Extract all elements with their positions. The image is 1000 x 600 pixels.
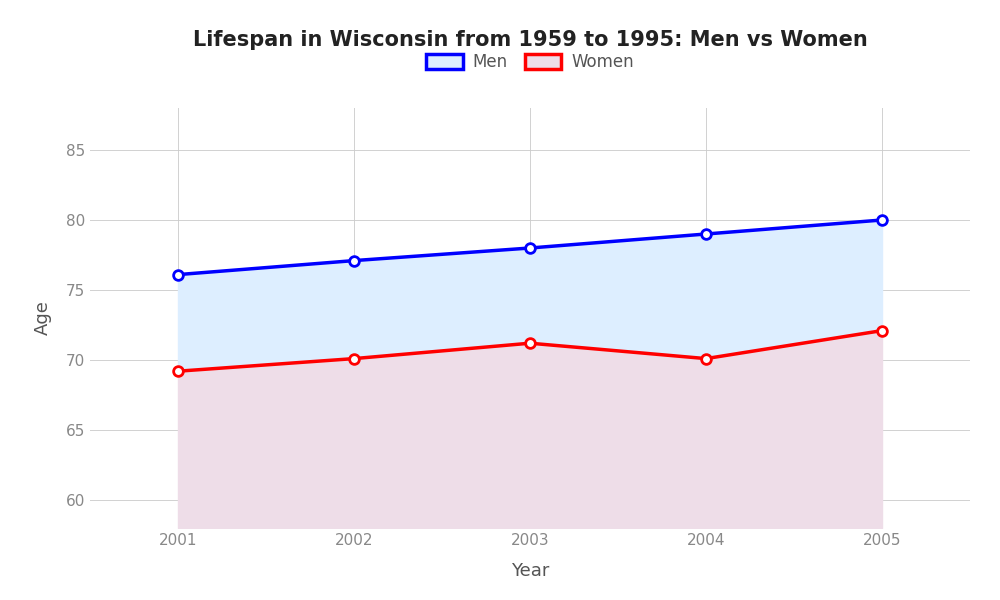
Title: Lifespan in Wisconsin from 1959 to 1995: Men vs Women: Lifespan in Wisconsin from 1959 to 1995:… (193, 29, 867, 49)
X-axis label: Year: Year (511, 562, 549, 580)
Y-axis label: Age: Age (34, 301, 52, 335)
Legend: Men, Women: Men, Women (426, 53, 634, 71)
